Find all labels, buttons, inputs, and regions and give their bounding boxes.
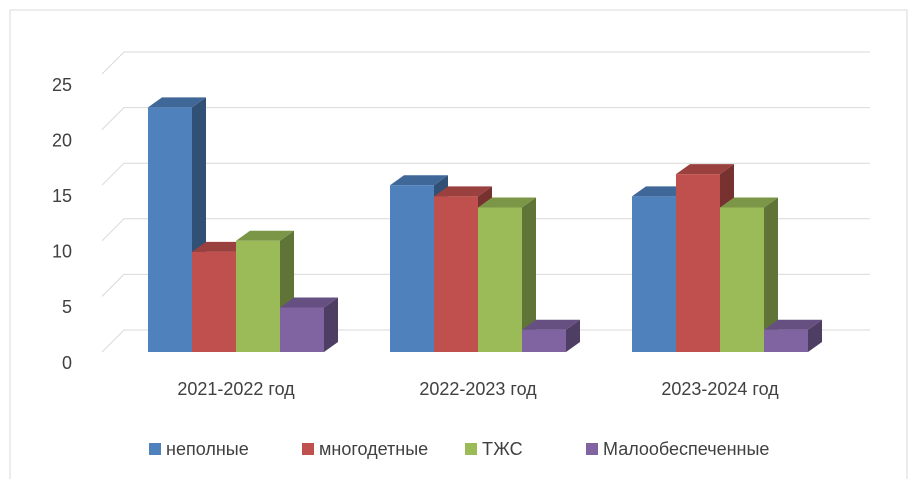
bar-front [148, 107, 192, 352]
bar-top [148, 97, 206, 108]
y-tick-label: 20 [52, 130, 72, 150]
bar-front [522, 329, 566, 352]
bar-top [522, 319, 580, 330]
legend-label: ТЖС [482, 439, 523, 459]
bar-front [192, 251, 236, 352]
bar-top [478, 197, 536, 208]
x-tick-label: 2023-2024 год [661, 379, 779, 399]
y-tick-label: 15 [52, 186, 72, 206]
y-tick-label: 25 [52, 75, 72, 95]
grid-line [101, 51, 870, 75]
bar-top [390, 175, 448, 186]
grid-line [101, 162, 870, 186]
grid-line [101, 107, 870, 130]
legend-label: Малообеспеченные [603, 439, 769, 459]
bar-top [720, 197, 778, 208]
chart-border [9, 9, 908, 479]
y-tick-label: 0 [62, 353, 72, 373]
bar-side [566, 319, 580, 352]
bar-side [324, 297, 338, 352]
bar [280, 297, 338, 352]
legend-swatch [149, 443, 161, 455]
legend-swatch [586, 443, 598, 455]
bar-top [434, 186, 492, 197]
bar [764, 319, 822, 352]
bar-top [236, 230, 294, 241]
bar-side [764, 197, 778, 352]
x-tick-label: 2021-2022 год [177, 379, 295, 399]
bar-front [434, 196, 478, 352]
grid-line [101, 273, 870, 297]
legend-label: неполные [166, 439, 249, 459]
bar-top [676, 164, 734, 175]
legend-swatch [302, 443, 314, 455]
bar-front [676, 174, 720, 352]
grid-line [101, 218, 870, 242]
bar-front [764, 329, 808, 352]
bar-top [632, 186, 690, 197]
grid-line [101, 329, 870, 353]
bar-front [390, 185, 434, 352]
bar-front [478, 207, 522, 352]
y-tick-label: 10 [52, 242, 72, 262]
bar [720, 197, 778, 352]
legend-swatch [465, 443, 477, 455]
bar-top [280, 297, 338, 308]
bar [522, 319, 580, 352]
bar-top [192, 241, 250, 252]
y-tick-label: 5 [62, 297, 72, 317]
bar-top [764, 319, 822, 330]
bar-front [280, 307, 324, 352]
bar-side [808, 319, 822, 352]
bar-front [632, 196, 676, 352]
legend-label: многодетные [319, 439, 428, 459]
bar-front [236, 240, 280, 352]
x-tick-label: 2022-2023 год [419, 379, 537, 399]
bar-side [522, 197, 536, 352]
bar [478, 197, 536, 352]
bar-front [720, 207, 764, 352]
